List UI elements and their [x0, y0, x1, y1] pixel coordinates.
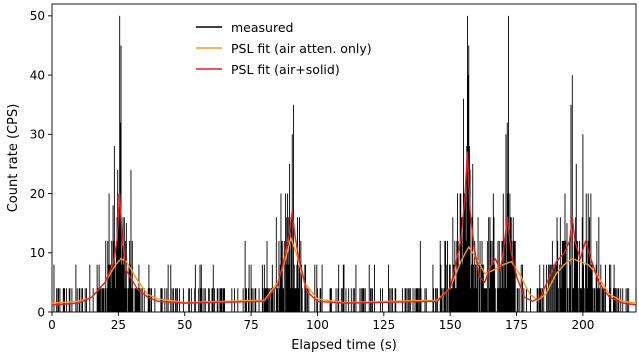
x-tick-label: 100 [306, 318, 329, 332]
y-tick-label: 40 [30, 68, 45, 82]
x-axis-label: Elapsed time (s) [291, 338, 397, 353]
x-tick-label: 0 [48, 318, 56, 332]
y-tick-label: 20 [30, 187, 45, 201]
plot-area [51, 3, 637, 313]
y-tick-label: 30 [30, 128, 45, 142]
y-tick-label: 0 [37, 305, 45, 319]
x-tick-label: 25 [111, 318, 126, 332]
x-tick-label: 125 [372, 318, 395, 332]
legend-label-measured: measured [231, 20, 293, 35]
x-tick-label: 200 [571, 318, 594, 332]
legend-label-air-solid: PSL fit (air+solid) [231, 62, 340, 77]
y-tick-label: 50 [30, 9, 45, 23]
legend: measured PSL fit (air atten. only) PSL f… [196, 20, 372, 77]
fit-line-air-solid [51, 151, 637, 306]
legend-label-air-atten: PSL fit (air atten. only) [231, 41, 372, 56]
x-tick-label: 150 [439, 318, 462, 332]
y-tick-label: 10 [30, 246, 45, 260]
measured-series [53, 15, 637, 312]
x-tick-label: 50 [177, 318, 192, 332]
measured-bars [53, 15, 637, 312]
x-tick-label: 75 [243, 318, 258, 332]
x-tick-label: 175 [505, 318, 528, 332]
y-axis-label: Count rate (CPS) [6, 104, 21, 213]
fit-series [51, 151, 637, 306]
x-axis-ticks: 0 25 50 75 100 125 150 175 200 [48, 312, 594, 332]
y-axis-ticks: 0 10 20 30 40 50 [30, 9, 52, 319]
